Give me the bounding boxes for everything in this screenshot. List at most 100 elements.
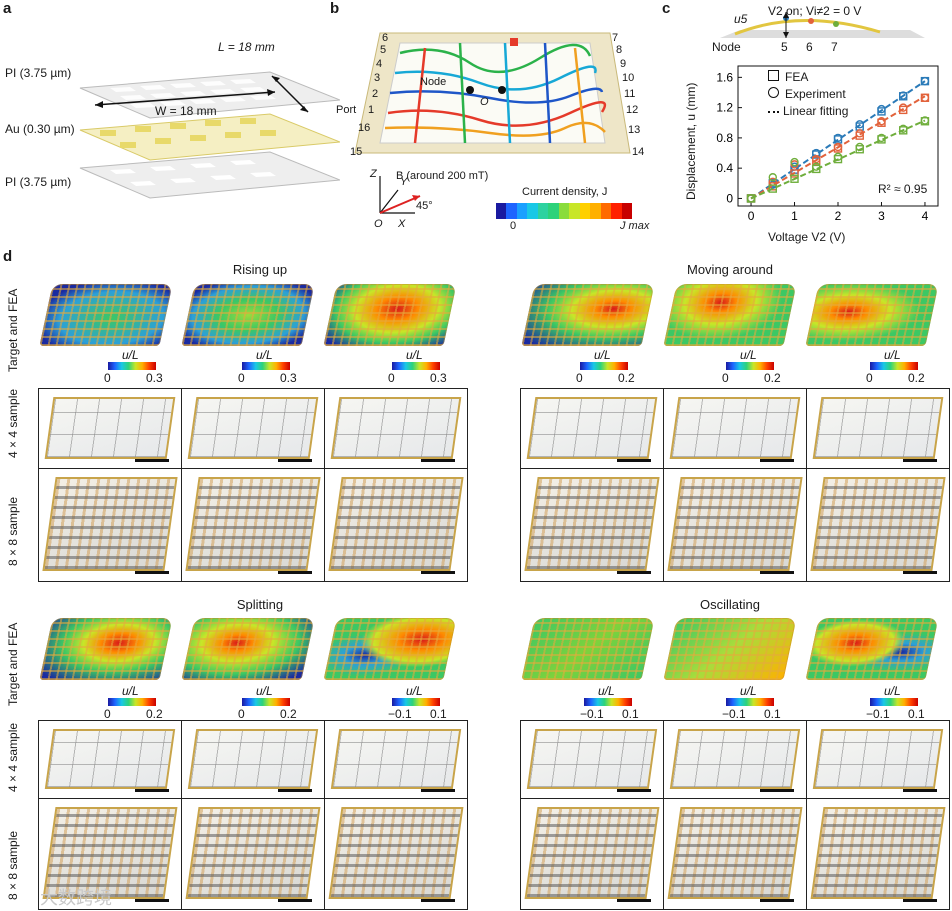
cb-bar <box>242 698 290 706</box>
port-tag: 9 <box>620 58 627 70</box>
mesh-overlay <box>181 284 315 346</box>
sample-photo-4x4 <box>38 720 182 800</box>
sample-sheet <box>185 807 321 899</box>
exp-point <box>899 103 908 112</box>
scale-bar <box>617 571 651 574</box>
axis-o: O <box>374 218 383 230</box>
sample-sheet <box>185 477 321 571</box>
legend-experiment: Experiment <box>768 87 846 101</box>
origin-label: O <box>480 96 489 108</box>
cb-title: u/L <box>740 348 757 362</box>
y-tick-label: 1.2 <box>716 101 733 115</box>
cb-title: u/L <box>406 348 423 362</box>
cb-title: u/L <box>884 348 901 362</box>
sample-photo-8x8 <box>663 798 807 910</box>
panel-a-letter: a <box>3 0 12 17</box>
cb-min-label: 0 <box>238 707 245 721</box>
cb-bar <box>108 698 156 706</box>
title-oscillating: Oscillating <box>700 597 760 612</box>
exp-point <box>855 120 864 129</box>
port-tag: 5 <box>380 44 387 56</box>
exp-point <box>877 117 886 126</box>
fea-surface-splitting-2 <box>181 618 315 680</box>
width-label: W = 18 mm <box>155 104 217 118</box>
cb-min-label: −0.1 <box>388 707 412 721</box>
sample-photo-8x8 <box>806 468 950 582</box>
port-tag: 8 <box>616 44 623 56</box>
cb-min-label: 0 <box>576 371 583 385</box>
sample-sheet <box>44 729 176 789</box>
scale-bar <box>760 571 794 574</box>
x-tick-label: 4 <box>922 209 929 223</box>
cb-min-label: 0 <box>104 707 111 721</box>
fea-surface-rising-3 <box>323 284 457 346</box>
fea-surface-splitting-1 <box>39 618 173 680</box>
x-tick-label: 1 <box>791 209 798 223</box>
angle-label: 45° <box>416 200 433 212</box>
port-tag: 14 <box>632 146 645 158</box>
displacement-chart: 0 1 2 3 4 0 0.4 0.8 1.2 1.6 <box>716 65 939 223</box>
exp-point <box>855 142 864 152</box>
sample-photo-8x8 <box>38 798 182 910</box>
sample-photo-4x4 <box>324 720 468 800</box>
exp-point <box>855 129 864 138</box>
cb-max-label: 0.3 <box>146 371 163 385</box>
scale-bar <box>903 571 937 574</box>
cb-title: u/L <box>406 684 423 698</box>
sample-sheet <box>669 397 801 459</box>
cb-max-label: 0.2 <box>280 707 297 721</box>
sample-sheet <box>524 807 660 899</box>
sample-sheet <box>526 397 658 459</box>
mesh-overlay <box>181 618 315 680</box>
exp-point <box>768 173 777 182</box>
scale-bar <box>421 459 455 462</box>
scale-bar <box>421 899 455 902</box>
cb-min-label: 0 <box>238 371 245 385</box>
cb-min-label: −0.1 <box>580 707 604 721</box>
cb-max-label: 0.2 <box>764 371 781 385</box>
y-axis-label: Displacement, u (mm) <box>684 82 698 200</box>
cb-min-label: 0 <box>104 371 111 385</box>
sample-photo-4x4 <box>663 720 807 800</box>
sample-sheet <box>524 477 660 571</box>
sample-sheet <box>328 807 464 899</box>
fit-line <box>750 80 926 200</box>
sample-sheet <box>810 477 946 571</box>
scale-bar <box>617 899 651 902</box>
sample-photo-4x4 <box>181 388 325 470</box>
port-tag: 15 <box>350 146 363 158</box>
sample-photo-8x8 <box>806 798 950 910</box>
legend-fit-label: Linear fitting <box>783 104 849 118</box>
fea-point <box>790 174 799 183</box>
fea-point <box>790 169 799 178</box>
field-label: B (around 200 mT) <box>396 170 489 182</box>
cb-max-label: 0.2 <box>146 707 163 721</box>
sample-photo-4x4 <box>520 388 664 470</box>
exp-point <box>833 142 843 152</box>
layer-mid-label: Au (0.30 µm) <box>5 122 75 136</box>
exp-point <box>877 133 886 143</box>
port-tag: 3 <box>374 72 381 84</box>
axis-x: X <box>398 218 406 230</box>
cb-title: u/L <box>594 348 611 362</box>
y-tick-label: 0 <box>726 191 733 205</box>
axis-triad <box>379 176 421 214</box>
node-6: 6 <box>806 40 813 54</box>
scale-bar <box>760 899 794 902</box>
exp-point <box>899 124 908 134</box>
length-label: L = 18 mm <box>218 40 275 54</box>
node-schematic <box>720 12 925 38</box>
scale-bar <box>278 789 312 792</box>
exp-point <box>920 116 930 125</box>
sample-photo-8x8 <box>324 798 468 910</box>
cb-min-label: −0.1 <box>722 707 746 721</box>
fea-surface-splitting-3 <box>323 618 457 680</box>
node-title: Node <box>712 40 741 54</box>
row-label-4x4-1: 4 × 4 sample <box>6 388 20 458</box>
cb-max: J max <box>620 220 650 232</box>
mesh-overlay <box>663 618 797 680</box>
y-tick-label: 1.6 <box>716 70 733 84</box>
cb-min: 0 <box>510 220 517 232</box>
cb-title: u/L <box>740 684 757 698</box>
x-tick-label: 3 <box>878 209 885 223</box>
